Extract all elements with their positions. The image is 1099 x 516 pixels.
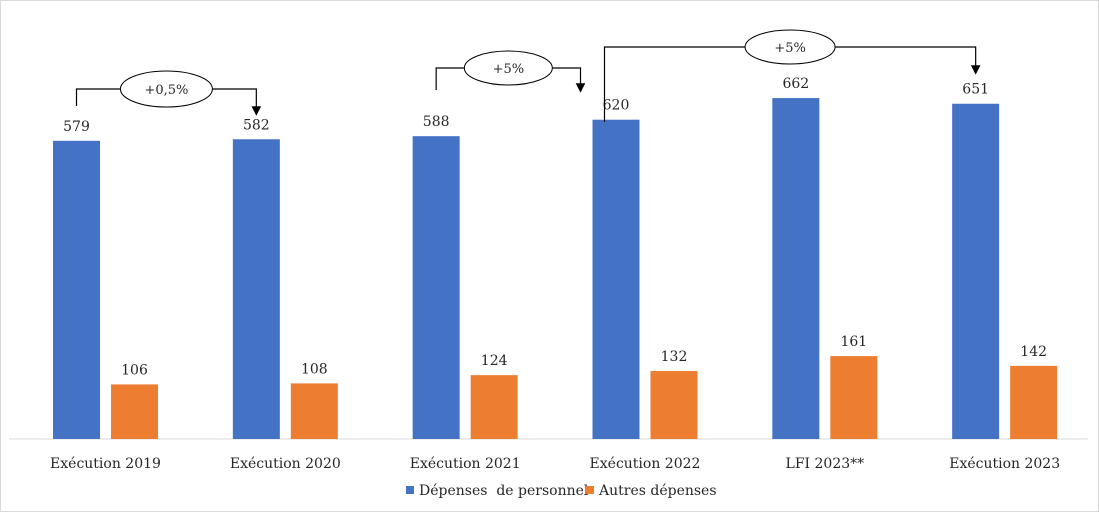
bar-d-penses-de-personnel-ex-cution-2021: [412, 136, 460, 439]
value-label-d-penses-de-personnel-ex-cution-2019: 579: [63, 119, 90, 135]
value-label-d-penses-de-personnel-ex-cution-2020: 582: [243, 117, 270, 133]
bar-autres-d-penses-ex-cution-2019: [111, 384, 158, 439]
bar-d-penses-de-personnel-ex-cution-2019: [53, 140, 100, 439]
bar-autres-d-penses-lfi-2023: [830, 356, 878, 439]
value-label-autres-d-penses-ex-cution-2022: 132: [661, 349, 688, 365]
bar-autres-d-penses-ex-cution-2022: [650, 371, 698, 439]
legend-label-autres-d-penses: Autres dépenses: [598, 483, 717, 499]
value-label-d-penses-de-personnel-ex-cution-2022: 620: [603, 98, 630, 114]
value-label-d-penses-de-personnel-ex-cution-2023: 651: [962, 82, 989, 98]
value-label-autres-d-penses-ex-cution-2021: 124: [481, 353, 508, 369]
bar-autres-d-penses-ex-cution-2023: [1010, 365, 1058, 439]
bar-d-penses-de-personnel-lfi-2023: [772, 98, 820, 439]
value-label-autres-d-penses-lfi-2023: 161: [840, 334, 867, 350]
value-label-d-penses-de-personnel-ex-cution-2021: 588: [423, 114, 450, 130]
growth-label-1: +0,5%: [144, 83, 188, 98]
legend-swatch-d-penses-de-personnel: [406, 486, 414, 494]
growth-ellipse-1: [119, 70, 213, 108]
category-label-ex-cution-2022: Exécution 2022: [590, 456, 701, 472]
bar-d-penses-de-personnel-ex-cution-2023: [952, 103, 1000, 440]
value-label-d-penses-de-personnel-lfi-2023: 662: [782, 76, 809, 92]
category-label-ex-cution-2020: Exécution 2020: [230, 456, 341, 472]
growth-ellipse-2: [463, 50, 553, 86]
growth-label-3: +5%: [774, 41, 806, 56]
bar-d-penses-de-personnel-ex-cution-2022: [592, 119, 640, 439]
legend-swatch-autres-d-penses: [586, 486, 594, 494]
bar-autres-d-penses-ex-cution-2021: [470, 375, 518, 439]
value-label-autres-d-penses-ex-cution-2020: 108: [301, 361, 328, 377]
bar-autres-d-penses-ex-cution-2020: [290, 383, 338, 439]
value-label-autres-d-penses-ex-cution-2023: 142: [1020, 344, 1047, 360]
category-label-lfi-2023: LFI 2023**: [786, 456, 865, 472]
growth-ellipse-3: [744, 29, 836, 65]
category-label-ex-cution-2023: Exécution 2023: [949, 456, 1060, 472]
legend-label-d-penses-de-personnel: Dépenses de personnel: [419, 483, 589, 499]
category-label-ex-cution-2021: Exécution 2021: [410, 456, 521, 472]
value-label-autres-d-penses-ex-cution-2019: 106: [121, 362, 148, 378]
growth-label-2: +5%: [493, 62, 525, 77]
category-label-ex-cution-2019: Exécution 2019: [50, 456, 161, 472]
bar-d-penses-de-personnel-ex-cution-2020: [232, 139, 280, 439]
